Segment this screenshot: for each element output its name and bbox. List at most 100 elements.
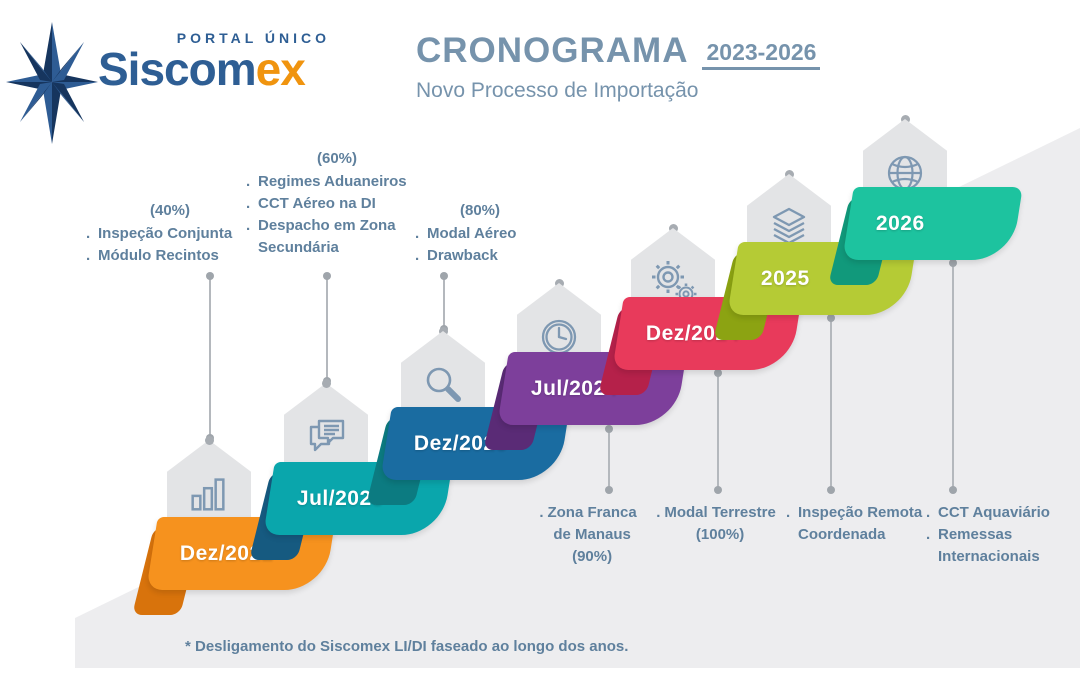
annotation-line: (100%) [646,524,786,546]
connector-dot [206,272,214,280]
annotation-line: . Modal Aéreo [415,223,545,245]
bullet-dot: . [86,247,91,264]
annotation-text: Zona Franca [547,504,637,521]
annotation-text: (90%) [572,548,613,565]
logo: PORTAL ÚNICO Siscomex [98,30,348,92]
banner-2026: 2026 [842,187,1023,260]
annotation-line: . Despacho em Zona [246,215,428,237]
connector-dot [323,272,331,280]
connector-line-dez-2024 [714,369,722,494]
annotation-line: Secundária [246,237,428,259]
compass-star-icon [4,20,100,151]
bullet-dot: . [926,526,931,543]
title-year-range: 2023-2026 [702,40,821,70]
annotation-2025: . Inspeção Remota Coordenada [786,502,932,546]
logo-brand-blue: Siscom [98,43,257,95]
connector-dot [827,486,835,494]
annotation-text: Coordenada [798,526,886,543]
bullet-dot: . [86,225,91,242]
footnote: * Desligamento do Siscomex LI/DI faseado… [185,638,629,655]
connector-dot [949,259,957,267]
chat-icon [302,413,350,466]
annotation-jul-2023: (60%). Regimes Aduaneiros . CCT Aéreo na DI… [246,148,428,259]
bullet-spacer [545,526,549,543]
annotation-text: Inspeção Remota [798,504,923,521]
annotation-line: . Remessas [926,524,1076,546]
bullet-dot: . [786,504,791,521]
bullet-dot: . [656,504,661,521]
logo-brand-orange: ex [255,43,306,95]
annotation-line: . Inspeção Conjunta [86,223,254,245]
annotation-line: Coordenada [786,524,932,546]
annotation-text: Drawback [427,247,498,264]
bullet-dot: . [415,225,420,242]
annotation-line: . CCT Aéreo na DI [246,193,428,215]
connector-dot [605,486,613,494]
annotation-dez-2023: (80%). Modal Aéreo. Drawback [415,200,545,267]
annotation-line: . Modal Terrestre [646,502,786,524]
bullet-spacer [564,548,568,565]
title-block: CRONOGRAMA 2023-2026 Novo Processo de Im… [416,31,821,103]
bullet-dot: . [246,195,251,212]
annotation-text: Modal Aéreo [427,225,517,242]
annotation-text: Regimes Aduaneiros [258,173,407,190]
annotation-text: Secundária [258,239,339,256]
annotation-line: . Regimes Aduaneiros [246,171,428,193]
annotation-percent: (40%) [149,202,190,219]
annotation-2026: . CCT Aquaviário. Remessas Internacionais [926,502,1076,568]
annotation-text: (100%) [695,526,745,543]
annotation-line: . Drawback [415,245,545,267]
connector-line-dez-2023 [440,272,448,333]
annotation-text: Modal Terrestre [664,504,776,521]
page-title: CRONOGRAMA [416,31,689,70]
annotation-percent: (80%) [459,202,500,219]
annotation-line: . Zona Franca [528,502,648,524]
annotation-line: Internacionais [926,546,1076,568]
annotation-jul-2024: . Zona Franca de Manaus (90%) [528,502,648,568]
annotation-text: de Manaus [553,526,631,543]
annotation-percent: (60%) [316,150,357,167]
annotation-text: Módulo Recintos [98,247,219,264]
bullet-dot: . [246,217,251,234]
annotation-dez-2024: . Modal Terrestre (100%) [646,502,786,546]
bullet-spacer [246,237,258,259]
connector-dot [714,369,722,377]
bullet-spacer [926,546,938,568]
annotation-text: Remessas [938,526,1013,543]
banner-label: 2026 [876,211,925,235]
connector-dot [949,486,957,494]
tag-vertex-dot [321,379,331,388]
bullet-dot: . [246,173,251,190]
annotation-line: . Inspeção Remota [786,502,932,524]
annotation-text: Internacionais [938,548,1040,565]
bar-chart-icon [185,470,231,521]
annotation-line: . Módulo Recintos [86,245,254,267]
annotation-line: de Manaus [528,524,648,546]
annotation-text: Despacho em Zona [258,217,396,234]
bullet-spacer [688,526,692,543]
annotation-dez-2022: (40%). Inspeção Conjunta. Módulo Recintos [86,200,254,267]
tag-vertex-dot [204,436,214,445]
annotation-text: Inspeção Conjunta [98,225,233,242]
magnifier-icon [419,361,467,414]
connector-dot [440,272,448,280]
logo-portal-label: PORTAL ÚNICO [176,30,330,46]
connector-dot [827,314,835,322]
connector-dot [605,425,613,433]
connector-dot [714,486,722,494]
connector-line-2026 [949,259,957,494]
page-subtitle: Novo Processo de Importação [416,79,699,102]
bullet-dot: . [539,504,544,521]
header: PORTAL ÚNICO Siscomex CRONOGRAMA 2023-20… [0,0,1080,150]
connector-line-dez-2022 [206,272,214,442]
connector-line-jul-2023 [323,272,331,385]
banner-label: 2025 [761,266,810,290]
bullet-dot: . [415,247,420,264]
banner-label: Jul/2023 [297,486,384,510]
annotation-line: (90%) [528,546,648,568]
logo-brand: Siscomex [98,46,348,92]
connector-line-2025 [827,314,835,494]
bullet-dot: . [926,504,931,521]
bullet-spacer [786,524,798,546]
